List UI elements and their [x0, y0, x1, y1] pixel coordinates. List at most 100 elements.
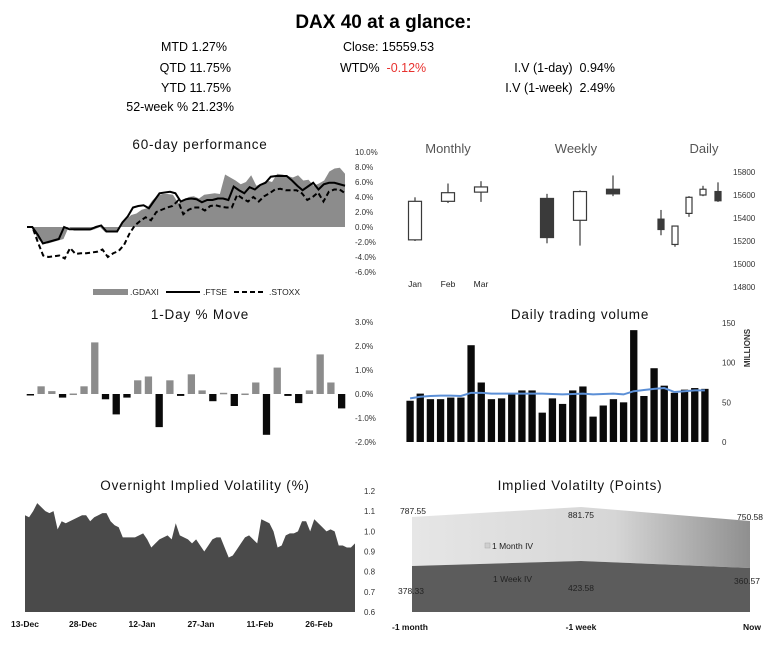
- oniv-ytick: 0.9: [364, 548, 376, 557]
- oniv-ytick: 0.6: [364, 608, 376, 617]
- ivpoints-title: Implied Volatilty (Points): [497, 478, 663, 493]
- oniv-title: Overnight Implied Volatility (%): [100, 478, 310, 493]
- move1d-bar: [91, 342, 99, 394]
- volume-bar: [447, 397, 455, 442]
- move1d-bar: [123, 394, 131, 398]
- volume-ytick: 150: [722, 319, 736, 328]
- perf60-ytick: 6.0%: [355, 178, 373, 187]
- perf60-ytick: 8.0%: [355, 163, 373, 172]
- volume-bar: [508, 394, 516, 442]
- volume-bar: [518, 390, 526, 442]
- oniv-ytick: 1.1: [364, 507, 376, 516]
- oniv-xtick: 27-Jan: [188, 619, 215, 629]
- oniv-ytick: 1.0: [364, 527, 376, 536]
- candles-ytick: 15400: [733, 214, 756, 223]
- volume-bar: [701, 388, 709, 442]
- ivpoints-label-1week: 423.58: [568, 583, 594, 593]
- move1d-bar: [112, 394, 120, 415]
- volume-bar: [528, 390, 536, 442]
- candles-daily-title: Daily: [689, 141, 719, 156]
- oniv-ytick: 0.8: [364, 568, 376, 577]
- move1d-ytick: 0.0%: [355, 390, 373, 399]
- move1d-bar: [26, 394, 35, 396]
- volume-bar: [548, 398, 557, 442]
- perf60-ytick: -2.0%: [355, 238, 376, 247]
- volume-ylabel: MILLIONS: [743, 328, 752, 367]
- volume-bar: [680, 389, 689, 442]
- move1d-bar: [155, 394, 163, 428]
- legend-ftse-label: .FTSE: [203, 287, 227, 297]
- candle-body: [440, 192, 456, 202]
- ivpoints-xtick: -1 month: [392, 622, 428, 632]
- move1d-bar: [58, 394, 67, 398]
- candle-body: [699, 188, 707, 196]
- move1d-bar: [176, 394, 185, 396]
- perf60-ytick: 0.0%: [355, 223, 373, 232]
- move1d-ytick: -1.0%: [355, 414, 376, 423]
- move1d-ytick: -2.0%: [355, 438, 376, 447]
- move1d-bar: [305, 390, 314, 394]
- candle-body: [473, 186, 489, 193]
- move1d-bar: [273, 367, 281, 394]
- volume-bar: [406, 400, 414, 442]
- legend-1month-swatch: [484, 542, 491, 549]
- volume-bar: [579, 386, 587, 442]
- move1d-bar: [262, 394, 271, 435]
- candle-body: [605, 188, 621, 195]
- candle-body: [671, 225, 679, 246]
- volume-bar: [650, 368, 658, 442]
- candles-xlabel: Feb: [441, 279, 456, 289]
- move1d-bar: [198, 390, 206, 394]
- oniv-ytick: 0.7: [364, 588, 376, 597]
- volume-ytick: 50: [722, 398, 731, 407]
- move1d-bar: [252, 382, 260, 394]
- volume-bar: [487, 399, 496, 442]
- volume-avg-line: [409, 387, 705, 400]
- perf60-ytick: -4.0%: [355, 253, 376, 262]
- volume-bar: [477, 382, 485, 442]
- ivpoints-xtick: Now: [743, 622, 761, 632]
- perf60-line-stoxx: [27, 187, 346, 260]
- ivpoints-label-1month: 787.55: [400, 506, 426, 516]
- candles-monthly-title: Monthly: [425, 141, 471, 156]
- oniv-xtick: 11-Feb: [247, 619, 274, 629]
- move1d-bar: [69, 393, 77, 396]
- candles-ytick: 15200: [733, 237, 756, 246]
- move1d-bar: [219, 392, 228, 395]
- oniv-ytick: 1.2: [364, 487, 376, 496]
- ivpoints-xtick: -1 week: [566, 622, 597, 632]
- move1d-ytick: 2.0%: [355, 342, 373, 351]
- oniv-xtick: 28-Dec: [69, 619, 97, 629]
- volume-ytick: 100: [722, 359, 736, 368]
- volume-bar: [569, 390, 577, 442]
- volume-bar: [599, 405, 607, 442]
- stat-52week: 52-week % 21.23%: [126, 100, 234, 114]
- move1d-bar: [295, 394, 303, 404]
- move1d-bar: [337, 394, 346, 409]
- oniv-xtick: 26-Feb: [305, 619, 332, 629]
- move1d-bar: [134, 380, 142, 394]
- ivpoints-label-1month: 750.58: [737, 512, 763, 522]
- candles-ytick: 15800: [733, 168, 756, 177]
- move1d-bar: [284, 394, 292, 396]
- candles-xlabel: Jan: [408, 279, 422, 289]
- candle-body: [407, 200, 423, 241]
- move1d-bar: [327, 382, 335, 394]
- volume-bar: [640, 395, 648, 442]
- volume-bar: [497, 398, 506, 442]
- volume-ytick: 0: [722, 438, 727, 447]
- move1d-bar: [144, 376, 153, 394]
- candle-body: [657, 218, 665, 231]
- perf60-ytick: -6.0%: [355, 268, 376, 277]
- candles-weekly-title: Weekly: [554, 141, 598, 156]
- move1d-bar: [101, 394, 110, 400]
- ivpoints-label-1month: 881.75: [568, 510, 594, 520]
- ivpoints-label-1week: 360.57: [734, 576, 760, 586]
- legend-gdaxi-label: .GDAXI: [130, 287, 159, 297]
- move1d-bar: [230, 394, 238, 406]
